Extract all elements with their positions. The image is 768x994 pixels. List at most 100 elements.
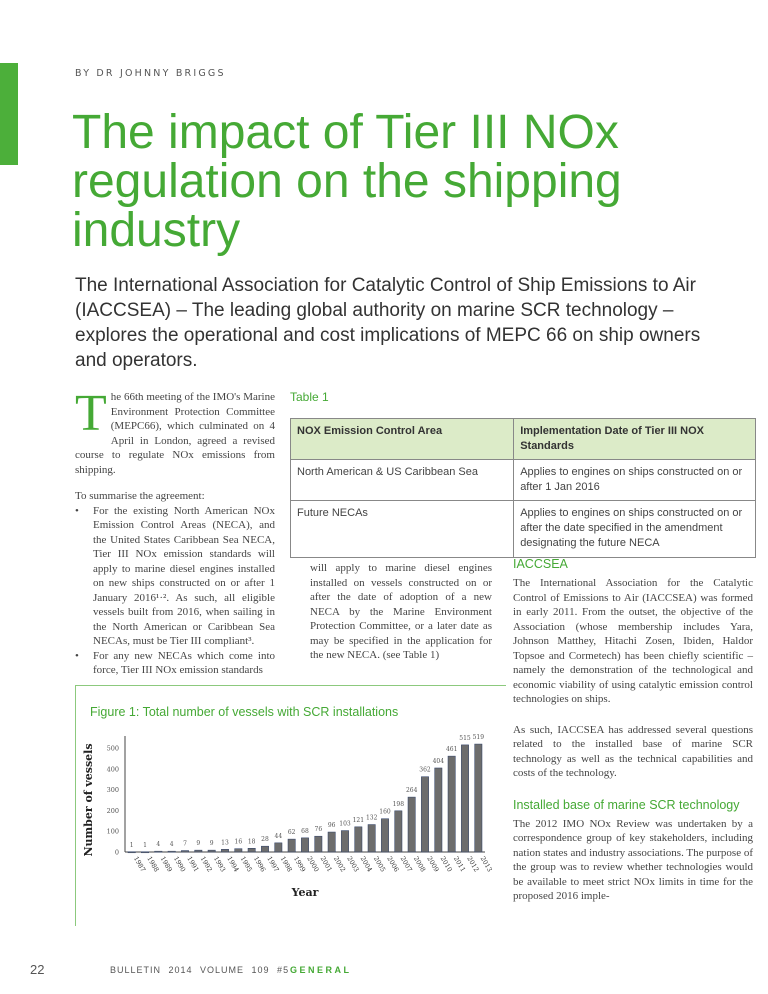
x-tick-label: 1987 [132,855,147,873]
data-label: 9 [210,840,214,847]
x-tick-label: 1992 [199,855,214,873]
data-label: 121 [353,817,364,824]
data-label: 519 [473,734,485,741]
x-tick-label: 2002 [332,855,347,873]
bar [287,838,296,853]
x-tick-label: 2004 [359,855,374,873]
data-label: 1 [143,842,147,849]
data-label: 132 [366,815,378,822]
x-tick-label: 2006 [385,855,400,873]
x-tick-label: 2000 [305,855,320,873]
table-row: North American & US Caribbean Sea Applies… [289,459,756,501]
bar [207,849,216,853]
bar [327,831,336,853]
bar [474,743,483,853]
x-tick-label: 1997 [265,855,280,873]
bullet-item: For any new NECAs which come into force,… [75,649,275,678]
bar [314,835,323,853]
section-label: GENERAL [290,965,352,975]
x-tick-label: 1998 [279,855,294,873]
x-tick-label: 1996 [252,855,267,873]
page-number: 22 [30,962,45,977]
x-tick-label: 2003 [345,855,360,873]
x-tick-label: 1991 [185,855,200,873]
x-tick-label: 2013 [479,855,494,873]
data-label: 68 [301,828,309,835]
bar [234,848,243,853]
data-label: 96 [328,822,336,829]
table-cell: North American & US Caribbean Sea [289,459,515,501]
data-label: 160 [379,809,391,816]
bar [181,850,189,853]
data-label: 18 [248,838,256,845]
data-label: 515 [459,735,471,742]
byline: BY DR JOHNNY BRIGGS [75,68,226,79]
article-subtitle: The International Association for Cataly… [75,275,701,371]
data-label: 4 [170,841,174,848]
x-tick-label: 1993 [212,855,227,873]
table-header-row: NOX Emission Control Area Implementation … [289,418,756,460]
bar [434,767,443,853]
neca-table: NOX Emission Control Area Implementation … [289,418,756,558]
figure-frame [75,685,506,926]
summary-lead: To summarise the agreement: [75,490,205,502]
bar [354,826,363,853]
bar [274,842,283,853]
table-cell: Applies to engines on ships constructed … [513,459,756,501]
column-2: will apply to marine diesel engines inst… [310,562,492,661]
bar [154,850,163,853]
bar [127,851,136,854]
data-label: 62 [288,829,296,836]
x-tick-label: 2009 [425,855,440,873]
y-axis-label: Number of vessels [82,743,95,856]
x-tick-label: 2005 [372,855,387,873]
data-label: 7 [183,841,187,848]
bar [167,850,176,853]
bar [381,818,389,853]
x-tick-label: 1995 [239,855,254,873]
x-tick-label: 2007 [399,855,414,873]
paragraph: The 2012 IMO NOx Review was undertaken b… [513,817,753,903]
table-cell: Future NECAs [289,500,515,558]
column-3: IACCSEA The International Association fo… [513,556,753,904]
bar [221,849,229,853]
data-label: 461 [446,746,457,753]
bar [367,824,376,853]
section-heading: IACCSEA [513,557,568,571]
data-label: 76 [315,826,323,833]
x-tick-label: 2001 [319,855,334,873]
bar [407,796,416,853]
x-axis-label: Year [291,886,319,899]
bar [341,830,349,853]
table-label: Table 1 [290,390,329,404]
accent-bar [0,63,18,165]
y-tick-label: 100 [107,828,119,836]
bar [447,755,456,853]
bar [194,849,203,853]
data-label: 44 [275,833,283,840]
bar [394,810,403,853]
column-header: Implementation Date of Tier III NOX Stan… [513,418,756,460]
x-tick-label: 1990 [172,855,187,873]
x-tick-label: 1989 [159,855,174,873]
data-label: 103 [339,821,351,828]
y-tick-label: 0 [115,849,119,857]
x-tick-label: 1994 [225,855,240,873]
x-tick-label: 1999 [292,855,307,873]
x-tick-label: 2011 [452,855,467,873]
data-label: 16 [235,839,243,846]
publication-info: BULLETIN 2014 VOLUME 109 #5 [110,965,290,975]
y-tick-label: 400 [107,765,119,773]
bar [261,845,269,853]
x-tick-label: 2012 [465,855,480,873]
data-label: 1 [130,842,134,849]
data-label: 28 [261,836,269,843]
data-label: 4 [156,841,160,848]
drop-cap: T [75,385,107,442]
data-label: 362 [419,767,431,774]
data-label: 13 [221,839,229,846]
table-cell: Applies to engines on ships constructed … [513,500,756,558]
